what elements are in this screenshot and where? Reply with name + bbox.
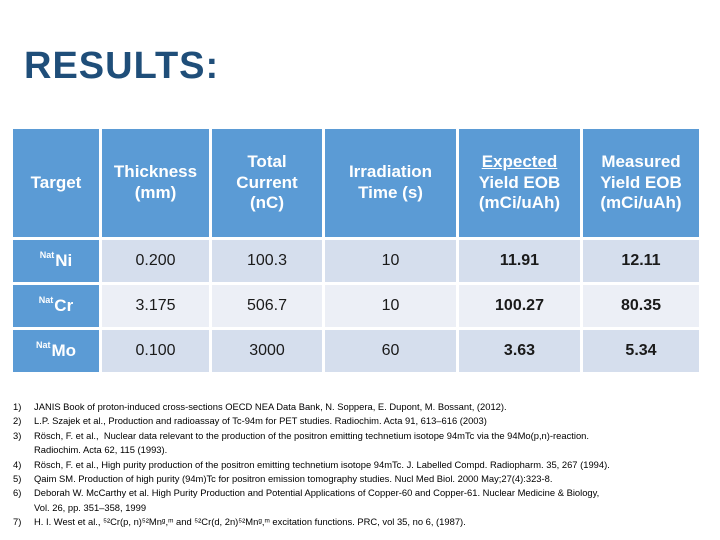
reference-item-7: 7) H. I. West et al., ⁵²Cr(p, n)⁵²Mnᵍ,ᵐ a… <box>13 515 713 529</box>
reference-number: 3) <box>13 429 22 441</box>
table-row-cr: NatCr 3.175 506.7 10 100.27 80.35 <box>13 285 699 327</box>
references-list: 1) JANIS Book of proton-induced cross-sec… <box>13 400 713 530</box>
isotope-prefix: Nat <box>35 340 51 351</box>
reference-number: 6) <box>13 487 22 499</box>
isotope-prefix: Nat <box>39 250 55 261</box>
cell-mo-measured-yield: 5.34 <box>583 330 699 372</box>
cell-cr-expected-yield: 100.27 <box>459 285 580 327</box>
reference-item-1: 1) JANIS Book of proton-induced cross-sec… <box>13 400 713 414</box>
results-table: Target Thickness (mm) Total Current (nC)… <box>10 126 702 375</box>
cell-cr-thickness: 3.175 <box>102 285 209 327</box>
reference-item-5: 5) Qaim SM. Production of high purity (94… <box>13 472 713 486</box>
reference-number: 2) <box>13 415 22 427</box>
row-header-nat-ni: NatNi <box>13 240 99 282</box>
cell-mo-expected-yield: 3.63 <box>459 330 580 372</box>
reference-item-4: 4) Rösch, F. et al., High purity producti… <box>13 458 713 472</box>
row-header-nat-mo: NatMo <box>13 330 99 372</box>
reference-item-3: 3) Rösch, F. et al., Nuclear data relevan… <box>13 429 713 458</box>
reference-text: L.P. Szajek et al., Production and radio… <box>34 415 487 427</box>
reference-number: 7) <box>13 516 22 528</box>
cell-ni-time: 10 <box>325 240 456 282</box>
cell-ni-expected-yield: 11.91 <box>459 240 580 282</box>
cell-mo-current: 3000 <box>212 330 322 372</box>
cell-cr-time: 10 <box>325 285 456 327</box>
reference-text: Deborah W. McCarthy et al. High Purity P… <box>34 487 600 513</box>
cell-cr-current: 506.7 <box>212 285 322 327</box>
table-row-ni: NatNi 0.200 100.3 10 11.91 12.11 <box>13 240 699 282</box>
element-symbol: Mo <box>51 341 77 360</box>
reference-number: 4) <box>13 458 22 470</box>
slide-title: RESULTS: <box>24 45 220 87</box>
element-symbol: Cr <box>54 296 74 315</box>
isotope-prefix: Nat <box>38 295 54 306</box>
reference-text: H. I. West et al., ⁵²Cr(p, n)⁵²Mnᵍ,ᵐ and… <box>34 516 466 528</box>
table-row-mo: NatMo 0.100 3000 60 3.63 5.34 <box>13 330 699 372</box>
reference-item-6: 6) Deborah W. McCarthy et al. High Purity… <box>13 486 713 515</box>
col-header-thickness: Thickness (mm) <box>102 129 209 237</box>
col-header-expected-yield: Expected Yield EOB (mCi/uAh) <box>459 129 580 237</box>
cell-ni-thickness: 0.200 <box>102 240 209 282</box>
row-header-nat-cr: NatCr <box>13 285 99 327</box>
cell-cr-measured-yield: 80.35 <box>583 285 699 327</box>
col-header-target: Target <box>13 129 99 237</box>
reference-text: JANIS Book of proton-induced cross-secti… <box>34 401 507 412</box>
cell-ni-measured-yield: 12.11 <box>583 240 699 282</box>
col-header-measured-yield: Measured Yield EOB (mCi/uAh) <box>583 129 699 237</box>
col-header-irradiation-time: Irradiation Time (s) <box>325 129 456 237</box>
reference-text: Rösch, F. et al., Nuclear data relevant … <box>34 429 589 456</box>
col-header-total-current: Total Current (nC) <box>212 129 322 237</box>
expected-underlined-word: Expected <box>481 151 558 171</box>
reference-text: Qaim SM. Production of high purity (94m)… <box>34 473 553 485</box>
table-header-row: Target Thickness (mm) Total Current (nC)… <box>13 129 699 237</box>
cell-mo-thickness: 0.100 <box>102 330 209 372</box>
reference-number: 5) <box>13 473 22 485</box>
cell-mo-time: 60 <box>325 330 456 372</box>
reference-number: 1) <box>13 401 22 412</box>
expected-yield-units: Yield EOB (mCi/uAh) <box>478 172 561 213</box>
reference-item-2: 2) L.P. Szajek et al., Production and rad… <box>13 414 713 428</box>
reference-text: Rösch, F. et al., High purity production… <box>34 458 610 470</box>
cell-ni-current: 100.3 <box>212 240 322 282</box>
element-symbol: Ni <box>55 251 73 270</box>
